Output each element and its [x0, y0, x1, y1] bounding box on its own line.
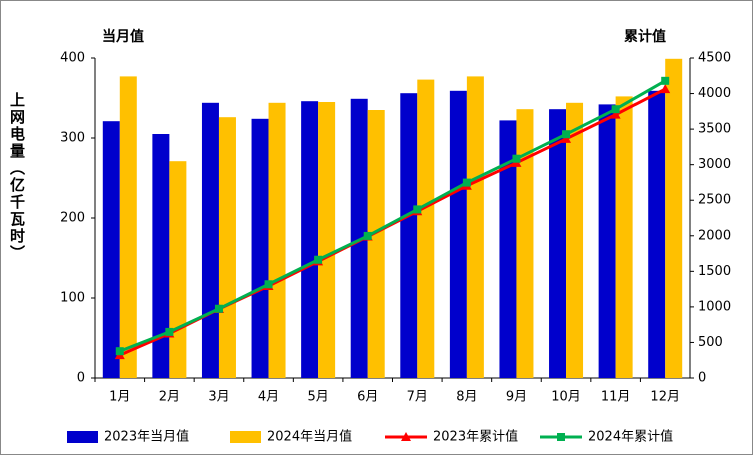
legend-label: 2024年当月值	[267, 429, 352, 445]
y2-tick-label: 4000	[698, 86, 731, 101]
bar	[516, 109, 534, 378]
line-marker	[413, 205, 422, 214]
bar	[218, 117, 236, 378]
line-marker	[561, 133, 572, 143]
bar	[466, 76, 484, 379]
bar	[301, 101, 319, 378]
bar	[449, 90, 467, 379]
x-tick-label: 1月	[109, 390, 130, 405]
bar	[201, 102, 219, 379]
x-tick-label: 4月	[258, 390, 279, 405]
bar	[119, 76, 137, 379]
line-marker	[165, 327, 174, 336]
line-marker	[661, 76, 670, 85]
bar	[566, 102, 584, 379]
legend-label: 2023年累计值	[433, 429, 518, 445]
bar	[169, 161, 187, 378]
line-marker	[363, 231, 372, 240]
x-tick-label: 2月	[159, 390, 180, 405]
bar	[102, 121, 120, 378]
legend-marker	[401, 432, 411, 441]
bar	[665, 58, 683, 379]
line-marker	[314, 255, 323, 264]
y-axis-label: 上网电量（亿千瓦时）	[8, 92, 26, 262]
y-axis-title: 当月值	[102, 28, 144, 45]
y2-tick-label: 2500	[698, 193, 731, 208]
bar	[268, 102, 286, 379]
y-tick-label: 300	[60, 131, 85, 146]
line-marker	[264, 280, 273, 289]
bar	[648, 90, 666, 379]
y2-tick-label: 4500	[698, 51, 731, 66]
x-tick-label: 10月	[551, 390, 581, 405]
line-marker	[610, 109, 621, 119]
y2-tick-label: 3500	[698, 122, 731, 137]
y2-tick-label: 2000	[698, 228, 731, 243]
x-tick-label: 9月	[506, 390, 527, 405]
legend-label: 2024年累计值	[588, 429, 673, 445]
y2-tick-label: 1500	[698, 264, 731, 279]
line	[119, 79, 666, 353]
line-marker	[462, 178, 471, 187]
y-tick-label: 0	[77, 371, 85, 386]
bar	[318, 102, 336, 378]
legend-swatch	[230, 431, 261, 443]
line-marker	[660, 84, 671, 94]
bar	[251, 118, 269, 379]
legend-swatch	[67, 431, 98, 443]
y2-tick-label: 3000	[698, 157, 731, 172]
x-tick-label: 6月	[357, 390, 378, 405]
y2-tick-label: 1000	[698, 299, 731, 314]
bar	[400, 93, 418, 378]
x-tick-label: 3月	[208, 390, 229, 405]
bar	[417, 79, 435, 378]
legend-label: 2023年当月值	[104, 429, 189, 445]
bar	[152, 134, 170, 378]
bar	[598, 104, 616, 379]
y2-tick-label: 0	[698, 371, 706, 386]
y2-tick-label: 500	[698, 335, 723, 350]
line-marker	[512, 154, 521, 163]
bar	[367, 110, 385, 378]
bar	[549, 109, 567, 378]
y2-axis-title: 累计值	[624, 28, 666, 45]
x-tick-label: 12月	[650, 390, 680, 405]
x-tick-label: 11月	[601, 390, 631, 405]
line-marker	[562, 130, 571, 139]
x-tick-label: 8月	[456, 390, 477, 405]
y-tick-label: 200	[60, 211, 85, 226]
x-tick-label: 5月	[307, 390, 328, 405]
line-marker	[214, 304, 223, 313]
line-marker	[611, 105, 620, 114]
legend-marker	[557, 433, 565, 441]
x-tick-label: 7月	[407, 390, 428, 405]
bar	[615, 96, 633, 379]
bar	[499, 120, 517, 379]
y-tick-label: 100	[60, 291, 85, 306]
line-marker	[115, 347, 124, 356]
y-tick-label: 400	[60, 51, 85, 66]
